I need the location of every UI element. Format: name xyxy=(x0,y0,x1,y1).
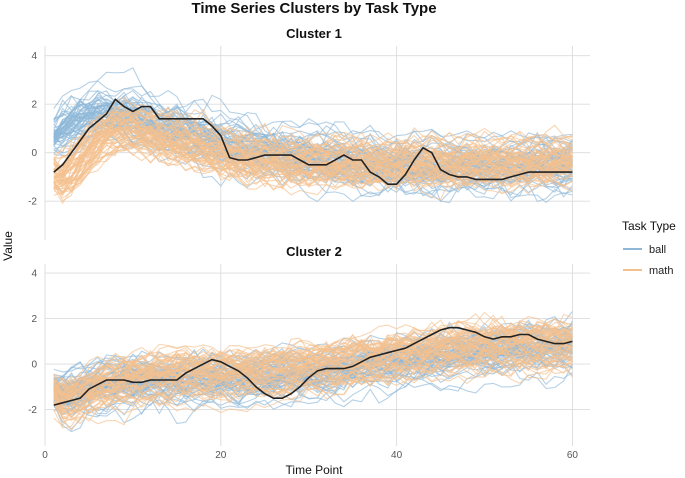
series-line-math xyxy=(53,341,573,408)
series-line-math xyxy=(53,105,573,161)
panel-title-cluster-1: Cluster 1 xyxy=(286,26,342,41)
x-tick-label: 20 xyxy=(215,450,227,461)
series-line-math xyxy=(53,113,573,171)
legend-title: Task Type xyxy=(622,219,676,233)
series-line-math xyxy=(53,141,573,201)
series-line-math xyxy=(53,323,573,394)
y-tick-label: 2 xyxy=(31,100,37,111)
series-line-math xyxy=(53,311,573,390)
series-line-ball xyxy=(53,364,573,433)
centroid-line xyxy=(53,98,573,185)
series-line-math xyxy=(53,125,573,184)
series-line-math xyxy=(53,335,573,415)
series-line-math xyxy=(53,135,573,193)
chart-title: Time Series Clusters by Task Type xyxy=(191,0,436,17)
series-line-math xyxy=(53,126,573,184)
panel-title-cluster-2: Cluster 2 xyxy=(286,244,342,259)
y-tick-label: 0 xyxy=(31,148,37,159)
series-line-math xyxy=(53,114,573,182)
x-axis-label: Time Point xyxy=(286,463,344,477)
x-tick-label: 40 xyxy=(391,450,403,461)
series-line-math xyxy=(53,321,573,394)
series-line-math xyxy=(53,110,573,175)
series-line-ball xyxy=(53,322,573,380)
y-axis-label: Value xyxy=(1,231,15,261)
series-line-math xyxy=(53,319,573,397)
y-tick-label: 2 xyxy=(31,314,37,325)
legend-label-ball: ball xyxy=(649,244,666,256)
series-line-math xyxy=(53,96,573,171)
legend: Task Type ball math xyxy=(622,219,676,277)
series-line-math xyxy=(53,110,573,161)
series-line-math xyxy=(53,131,573,190)
y-tick-label: -2 xyxy=(28,405,37,416)
y-tick-label: 4 xyxy=(31,269,37,280)
legend-label-math: math xyxy=(649,265,673,277)
series-line-math xyxy=(53,331,573,404)
y-tick-label: -2 xyxy=(28,197,37,208)
series-line-math xyxy=(53,352,573,415)
x-tick-label: 0 xyxy=(42,450,48,461)
y-tick-label: 4 xyxy=(31,51,37,62)
y-tick-label: 0 xyxy=(31,360,37,371)
centroid-line xyxy=(53,326,573,406)
series-line-ball xyxy=(53,80,573,145)
panel-cluster-1: -2 0 2 4 xyxy=(28,46,590,240)
series-line-math xyxy=(53,323,573,389)
x-tick-label: 60 xyxy=(567,450,579,461)
